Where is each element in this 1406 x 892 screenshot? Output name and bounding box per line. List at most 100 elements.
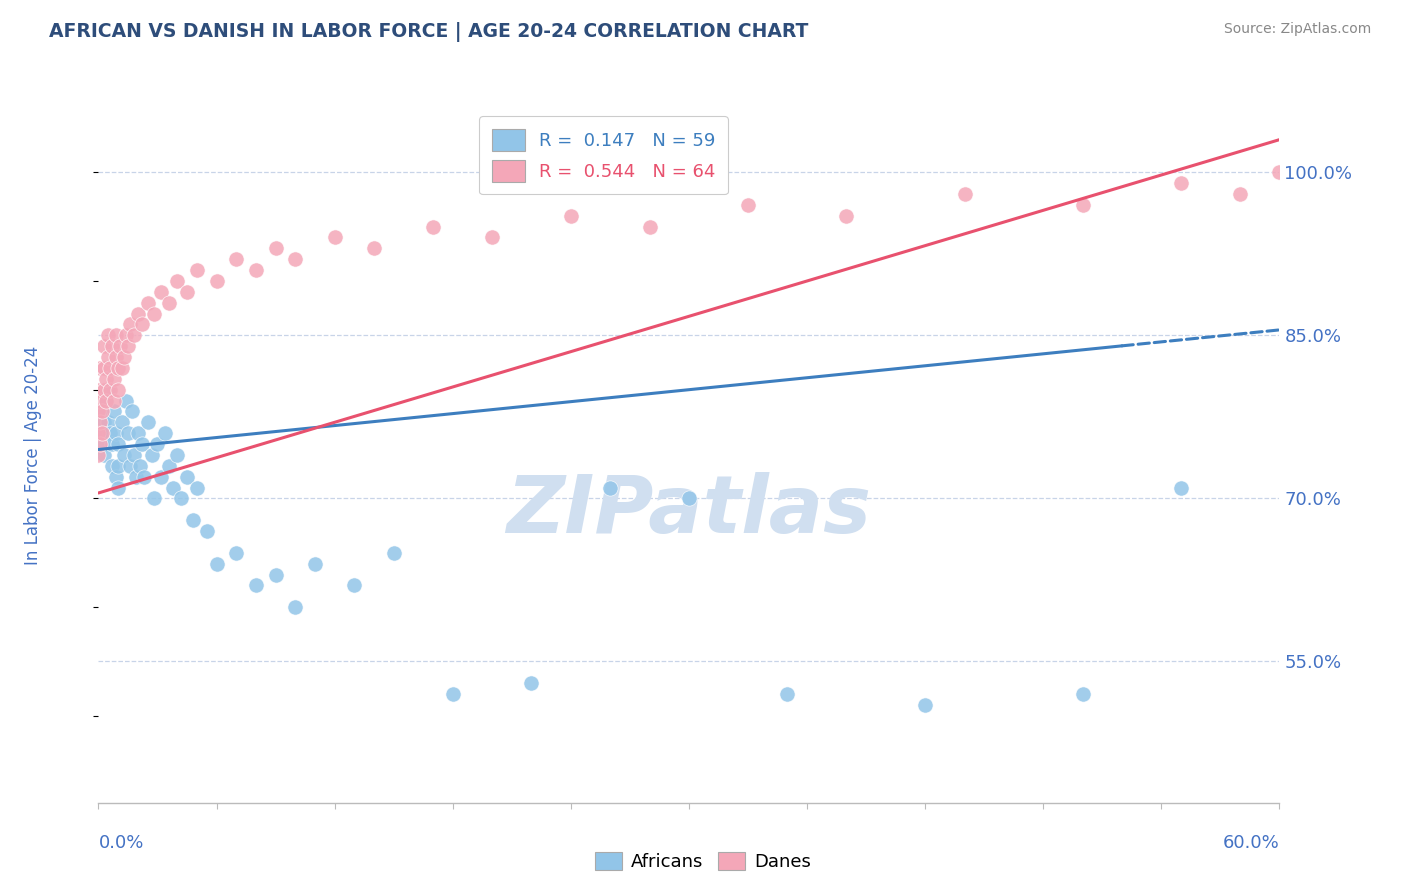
Text: 0.0%: 0.0% <box>98 834 143 852</box>
Point <box>97 383 120 397</box>
Legend: R =  0.147   N = 59, R =  0.544   N = 64: R = 0.147 N = 59, R = 0.544 N = 64 <box>479 116 728 194</box>
Point <box>105 328 128 343</box>
Point <box>150 285 173 299</box>
Point <box>195 524 218 538</box>
Point <box>264 567 287 582</box>
Point <box>125 469 148 483</box>
Point <box>107 458 129 473</box>
Text: Source: ZipAtlas.com: Source: ZipAtlas.com <box>1223 22 1371 37</box>
Point <box>93 448 115 462</box>
Point <box>103 372 125 386</box>
Point <box>101 339 124 353</box>
Point <box>105 426 128 441</box>
Point <box>97 328 120 343</box>
Point <box>1229 187 1251 202</box>
Point <box>245 578 267 592</box>
Point <box>1170 176 1192 190</box>
Point <box>176 469 198 483</box>
Point <box>1170 481 1192 495</box>
Point <box>205 274 228 288</box>
Point <box>107 383 129 397</box>
Point <box>953 187 976 202</box>
Point <box>678 491 700 506</box>
Point <box>157 295 180 310</box>
Point <box>89 393 111 408</box>
Point <box>122 448 145 462</box>
Text: 60.0%: 60.0% <box>1223 834 1279 852</box>
Point <box>87 383 110 397</box>
Point <box>176 285 198 299</box>
Point <box>186 481 208 495</box>
Point <box>96 372 118 386</box>
Point <box>101 437 124 451</box>
Point <box>87 404 110 418</box>
Point <box>142 307 165 321</box>
Point <box>97 415 120 429</box>
Point <box>205 557 228 571</box>
Point <box>1071 198 1094 212</box>
Point <box>122 328 145 343</box>
Point <box>89 415 111 429</box>
Point <box>115 393 138 408</box>
Point <box>284 252 307 267</box>
Point <box>560 209 582 223</box>
Point <box>157 458 180 473</box>
Point <box>127 307 149 321</box>
Point <box>136 295 159 310</box>
Point <box>93 339 115 353</box>
Point <box>128 458 150 473</box>
Point <box>599 481 621 495</box>
Point <box>166 448 188 462</box>
Point <box>304 557 326 571</box>
Point <box>127 426 149 441</box>
Point <box>1268 165 1291 179</box>
Point <box>117 339 139 353</box>
Point <box>142 491 165 506</box>
Point <box>136 415 159 429</box>
Point <box>91 404 114 418</box>
Point <box>323 230 346 244</box>
Point <box>111 361 134 376</box>
Point <box>107 437 129 451</box>
Point <box>103 404 125 418</box>
Point <box>835 209 858 223</box>
Point <box>146 437 169 451</box>
Point <box>638 219 661 234</box>
Point <box>101 458 124 473</box>
Point <box>118 458 141 473</box>
Point <box>98 383 121 397</box>
Point <box>481 230 503 244</box>
Point <box>87 426 110 441</box>
Point <box>103 393 125 408</box>
Point <box>1071 687 1094 701</box>
Point <box>264 241 287 255</box>
Point <box>96 393 118 408</box>
Legend: Africans, Danes: Africans, Danes <box>588 845 818 879</box>
Text: AFRICAN VS DANISH IN LABOR FORCE | AGE 20-24 CORRELATION CHART: AFRICAN VS DANISH IN LABOR FORCE | AGE 2… <box>49 22 808 42</box>
Point <box>108 339 131 353</box>
Point <box>111 415 134 429</box>
Point <box>1308 176 1330 190</box>
Point <box>107 361 129 376</box>
Point <box>89 361 111 376</box>
Point <box>97 350 120 364</box>
Point <box>93 361 115 376</box>
Point <box>131 318 153 332</box>
Point <box>115 328 138 343</box>
Point <box>96 393 118 408</box>
Point <box>98 361 121 376</box>
Point <box>245 263 267 277</box>
Point <box>284 600 307 615</box>
Text: In Labor Force | Age 20-24: In Labor Force | Age 20-24 <box>24 345 42 565</box>
Point <box>186 263 208 277</box>
Point <box>118 318 141 332</box>
Point <box>112 448 135 462</box>
Point <box>105 469 128 483</box>
Point <box>914 698 936 712</box>
Point <box>382 546 405 560</box>
Point <box>363 241 385 255</box>
Point <box>89 437 111 451</box>
Point <box>776 687 799 701</box>
Point <box>1367 165 1389 179</box>
Point <box>343 578 366 592</box>
